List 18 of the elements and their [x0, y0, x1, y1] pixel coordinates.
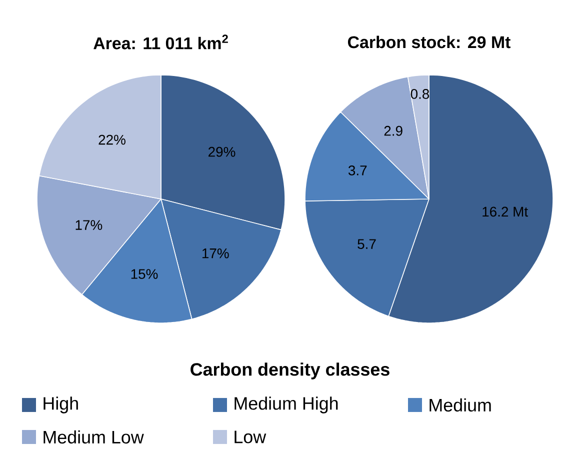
data-label: 17%: [76, 220, 102, 230]
legend-label: Medium High: [234, 396, 338, 414]
chart-title: Area: 11 011 km$^{2}$: [94, 34, 228, 50]
legend-title: Carbon density classes: [190, 362, 390, 380]
data-label: 15%: [131, 269, 158, 279]
data-label: 22%: [98, 134, 126, 145]
legend-label: High: [44, 396, 78, 414]
data-label: 16.2 Mt: [482, 206, 528, 217]
data-label: 29%: [208, 146, 236, 157]
legend-label: Medium Low: [44, 430, 144, 444]
legend-label: Low: [234, 430, 266, 444]
legend-label: Medium: [430, 398, 491, 412]
data-label: 0.8: [410, 89, 430, 99]
data-label: 2.9: [384, 126, 402, 136]
data-label: 5.7: [358, 239, 376, 249]
data-label: 3.7: [348, 165, 367, 176]
data-label: 17%: [202, 248, 229, 258]
chart-title: Carbon stock: 29 Mt: [348, 36, 511, 48]
